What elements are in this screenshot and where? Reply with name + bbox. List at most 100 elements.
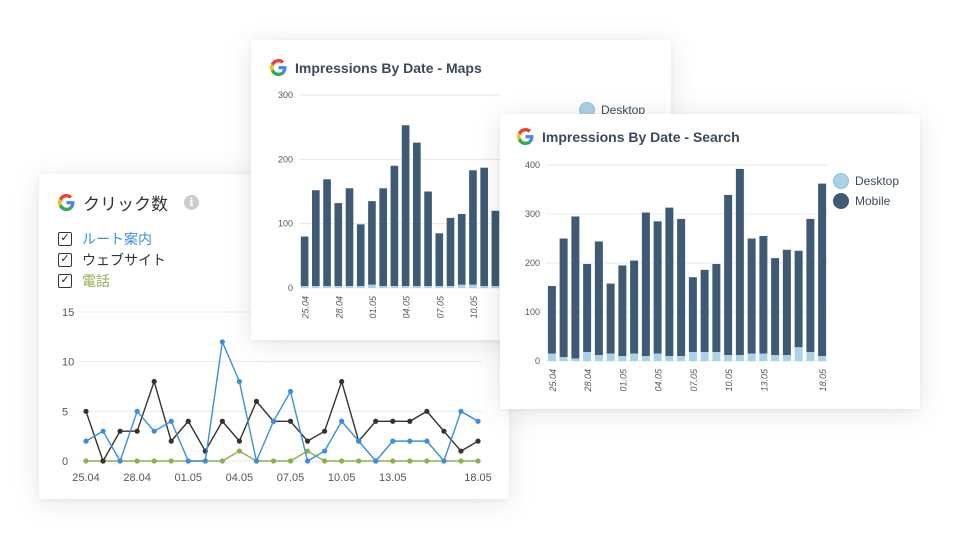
x-tick-label: 13.05 (759, 368, 769, 392)
search-card-header: Impressions By Date - Search (517, 128, 740, 145)
data-point (100, 458, 106, 464)
y-tick-label: 0 (535, 356, 540, 366)
bar-desktop (700, 352, 709, 361)
bar-desktop (323, 286, 331, 288)
bar-mobile (323, 179, 331, 287)
bar-mobile (583, 263, 592, 353)
legend-label-route: ルート案内 (82, 230, 152, 247)
bar-mobile (747, 238, 756, 354)
bar-mobile (712, 263, 721, 353)
legend-item-desktop[interactable]: Desktop (833, 171, 899, 191)
series-line-route (85, 339, 479, 464)
x-tick-label: 04.05 (654, 368, 664, 392)
data-point (134, 458, 140, 464)
data-point (424, 408, 430, 414)
search-legend: Desktop Mobile (833, 171, 899, 211)
bar-mobile (312, 190, 320, 287)
x-tick-label: 18.05 (818, 368, 828, 392)
checkbox-checked-icon[interactable]: ✓ (58, 252, 72, 267)
bar-mobile (446, 217, 455, 287)
series-line-phone (86, 450, 478, 462)
checkbox-checked-icon[interactable]: ✓ (58, 231, 72, 246)
data-point (390, 458, 396, 464)
bar-mobile (782, 249, 791, 356)
data-point (151, 458, 157, 464)
search-bar-chart: 0 100 200 300 400 25.04 28.04 01.05 04.05 07.05 10… (525, 160, 828, 393)
data-point (475, 418, 481, 424)
bar-mobile (424, 191, 432, 287)
data-point (185, 418, 191, 424)
checkbox-checked-icon[interactable]: ✓ (58, 273, 72, 288)
bar-desktop (735, 355, 744, 361)
legend-label-mobile: Mobile (855, 194, 891, 208)
data-point (151, 428, 157, 434)
search-card-title: Impressions By Date - Search (542, 128, 740, 145)
x-tick-label: 04.05 (402, 295, 412, 319)
bar-desktop (334, 286, 343, 288)
legend-item-mobile[interactable]: Mobile (833, 191, 899, 211)
bar-mobile (630, 260, 639, 354)
clicks-line-chart: 0 5 10 15 25.04 28.04 01.05 04.05 07.05 10.05 13.0… (62, 307, 492, 484)
data-point (236, 378, 242, 385)
bar-desktop (641, 356, 650, 361)
data-point (407, 438, 413, 444)
bar-mobile (480, 167, 488, 287)
data-point (475, 438, 481, 444)
data-point (390, 438, 396, 444)
bar-desktop (806, 352, 815, 361)
data-point (151, 378, 157, 385)
bar-desktop (712, 352, 721, 361)
legend-label-desktop: Desktop (601, 103, 646, 117)
bar-desktop (653, 353, 662, 361)
bar-mobile (390, 165, 399, 287)
y-tick-label: 100 (525, 307, 540, 317)
data-point (390, 418, 396, 424)
data-point (424, 438, 430, 444)
bar-mobile (606, 283, 615, 354)
y-tick-label: 200 (525, 258, 540, 268)
bar-mobile (571, 216, 580, 359)
data-point (356, 438, 362, 444)
data-point (270, 458, 277, 464)
x-tick-label: 25.04 (72, 472, 100, 484)
data-point (287, 458, 294, 464)
bar-mobile (806, 218, 815, 353)
data-point (168, 458, 174, 464)
data-point (339, 458, 345, 464)
data-point (185, 458, 191, 464)
bar-desktop (594, 355, 603, 361)
bar-desktop (771, 355, 780, 361)
bar-desktop (312, 286, 320, 288)
x-tick-label: 25.04 (548, 369, 558, 393)
data-point (83, 438, 89, 444)
data-point (458, 408, 464, 414)
google-icon (270, 59, 287, 76)
clicks-card-title: クリック数 (83, 195, 168, 214)
data-point (356, 458, 362, 464)
legend-item-website[interactable]: ✓ ウェブサイト (58, 249, 166, 270)
bar-mobile (334, 203, 343, 287)
bar-desktop (547, 353, 556, 361)
y-tick-label: 300 (278, 90, 293, 100)
legend-item-phone[interactable]: ✓ 電話 (58, 270, 166, 291)
bar-desktop (665, 356, 674, 361)
bar-mobile (641, 212, 650, 357)
x-tick-label: 07.05 (435, 295, 445, 319)
info-icon[interactable]: i (184, 195, 199, 210)
maps-card-header: Impressions By Date - Maps (270, 59, 482, 76)
legend-dot-mobile (833, 193, 849, 209)
x-tick-label: 01.05 (618, 368, 628, 392)
bar-desktop (435, 286, 444, 288)
bar-desktop (413, 286, 421, 288)
data-point (458, 458, 464, 464)
data-point (304, 438, 311, 444)
bar-desktop (724, 355, 733, 361)
bar-desktop (559, 357, 568, 361)
bar-mobile (735, 168, 744, 356)
bar-desktop (424, 286, 432, 288)
legend-item-route[interactable]: ✓ ルート案内 (58, 228, 166, 249)
bar-mobile (547, 286, 556, 354)
bar-desktop (688, 352, 697, 361)
google-icon (517, 128, 534, 145)
search-card: Impressions By Date - Search Desktop Mob… (500, 114, 920, 409)
